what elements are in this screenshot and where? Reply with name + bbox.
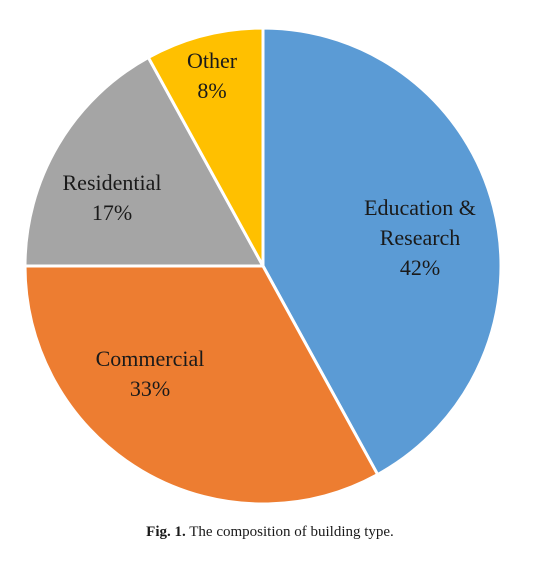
slice-value-label: 42% xyxy=(400,255,440,280)
slice-value-label: 17% xyxy=(92,200,132,225)
figure-caption: Fig. 1. The composition of building type… xyxy=(0,524,540,541)
slice-value-label: 8% xyxy=(197,78,226,103)
pie-slice-education xyxy=(261,26,503,477)
pie-chart: Education & Research 42% Commercial 33% Resid… xyxy=(23,26,503,506)
slice-value-label: 33% xyxy=(130,376,170,401)
slice-name-label: Other xyxy=(187,48,238,73)
pie-slice-other xyxy=(146,26,265,268)
pie-slice-commercial xyxy=(23,264,380,506)
slice-name-label: Residential xyxy=(63,170,162,195)
slice-name-label: Education & xyxy=(364,195,476,220)
slice-name-label: Research xyxy=(380,225,461,250)
slice-name-label: Commercial xyxy=(96,346,205,371)
figure-caption-text: The composition of building type. xyxy=(189,524,394,540)
figure-number: Fig. 1. xyxy=(146,524,186,540)
pie-slices xyxy=(23,26,503,506)
pie-labels: Education & Research 42% Commercial 33% Resid… xyxy=(63,48,476,401)
pie-slice-residential xyxy=(23,55,265,268)
